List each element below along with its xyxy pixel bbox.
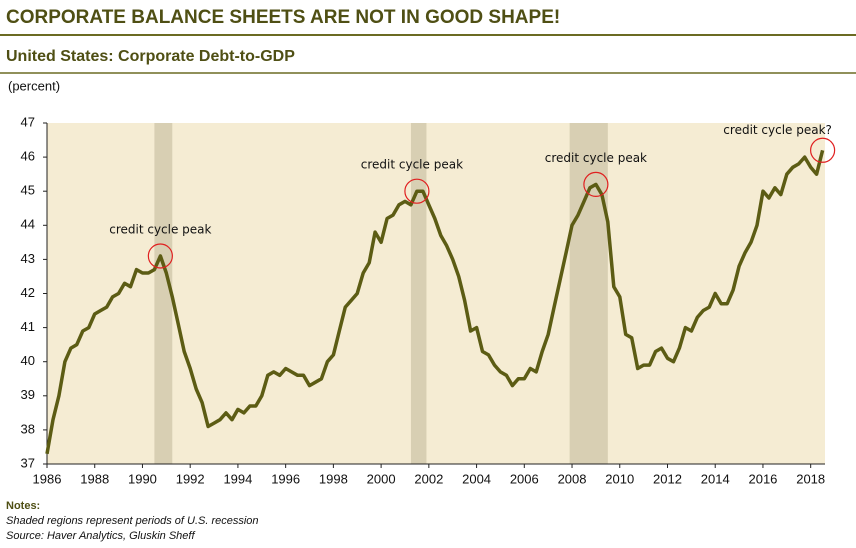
peak-marker — [583, 171, 609, 197]
chart-title: CORPORATE BALANCE SHEETS ARE NOT IN GOOD… — [6, 7, 560, 28]
peak-marker — [810, 137, 836, 163]
x-tick-label: 2008 — [558, 471, 587, 486]
annotation: credit cycle peak — [109, 222, 211, 236]
annotation: credit cycle peak — [361, 158, 463, 172]
x-tick-label: 2006 — [510, 471, 539, 486]
recession-band — [569, 123, 608, 464]
y-tick-label: 38 — [21, 421, 35, 436]
y-tick-label: 37 — [21, 455, 35, 470]
note: Shaded regions represent periods of U.S.… — [6, 515, 259, 527]
x-tick-label: 1986 — [33, 471, 62, 486]
x-tick-label: 1994 — [223, 471, 252, 486]
x-tick-label: 2000 — [367, 471, 396, 486]
annotation: credit cycle peak? — [723, 123, 832, 137]
x-tick-label: 1990 — [128, 471, 157, 486]
x-tick-label: 1988 — [80, 471, 109, 486]
x-tick-label: 2004 — [462, 471, 491, 486]
x-tick-label: 2018 — [796, 471, 825, 486]
data-line — [45, 149, 825, 455]
y-tick-label: 40 — [21, 353, 35, 368]
peak-marker — [147, 243, 173, 269]
note: Source: Haver Analytics, Gluskin Sheff — [6, 530, 195, 542]
x-tick-label: 1996 — [271, 471, 300, 486]
y-tick-label: 39 — [21, 387, 35, 402]
y-tick-label: 47 — [21, 114, 35, 129]
x-tick-label: 2012 — [653, 471, 682, 486]
peak-marker — [404, 178, 430, 204]
y-tick-label: 46 — [21, 149, 35, 164]
y-tick-label: 41 — [21, 319, 35, 334]
x-tick-label: 1998 — [319, 471, 348, 486]
annotation: credit cycle peak — [545, 151, 647, 165]
y-tick-label: 43 — [21, 251, 35, 266]
y-tick-label: 45 — [21, 183, 35, 198]
recession-band — [154, 123, 173, 464]
notes-heading: Notes: — [6, 500, 40, 512]
y-axis-label: (percent) — [8, 78, 60, 93]
chart-subtitle: United States: Corporate Debt-to-GDP — [6, 48, 295, 65]
plot-area — [47, 123, 825, 464]
x-tick-label: 1992 — [176, 471, 205, 486]
x-tick-label: 2016 — [748, 471, 777, 486]
recession-band — [410, 123, 427, 464]
x-tick-label: 2002 — [414, 471, 443, 486]
y-tick-label: 42 — [21, 285, 35, 300]
y-tick-label: 44 — [21, 217, 35, 232]
x-tick-label: 2014 — [701, 471, 730, 486]
x-tick-label: 2010 — [605, 471, 634, 486]
